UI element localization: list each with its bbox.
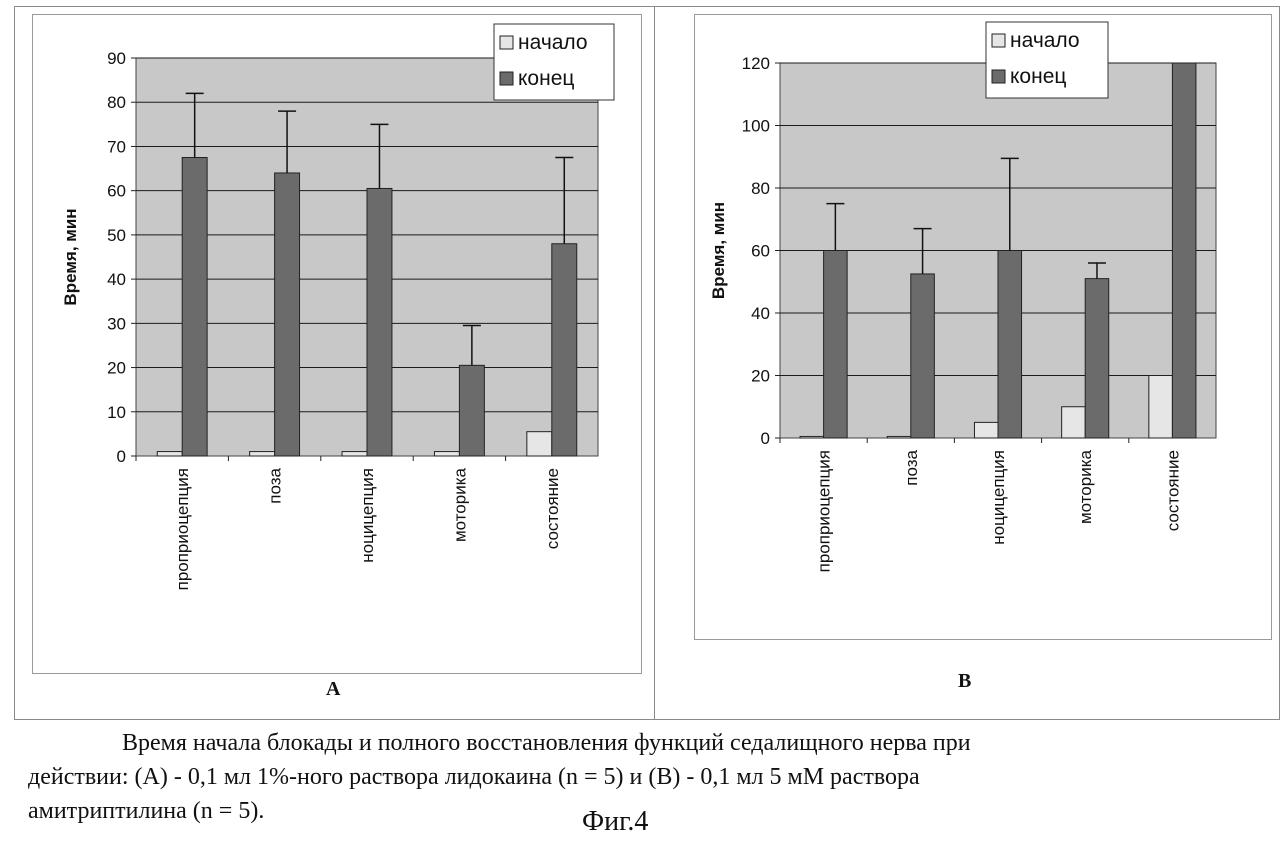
bar-konets: [459, 365, 484, 456]
y-tick-label: 80: [751, 179, 770, 198]
panel-label-a: A: [326, 678, 340, 701]
bar-konets: [911, 274, 935, 438]
x-tick-label: моторика: [1076, 449, 1095, 524]
x-tick-label: ноцицепция: [989, 450, 1008, 545]
y-tick-label: 90: [107, 49, 126, 68]
caption-line-2: действии: (А) - 0,1 мл 1%-ного раствора …: [28, 764, 920, 790]
y-tick-label: 0: [117, 447, 126, 466]
caption-line-1: Время начала блокады и полного восстанов…: [122, 730, 971, 756]
y-tick-label: 120: [742, 54, 770, 73]
y-tick-label: 70: [107, 137, 126, 156]
bar-nachalo: [1149, 376, 1173, 439]
chart-a-svg: 0 10 20 30 40 50 60 70 80 90 Время, мин проприоцепц…: [32, 14, 642, 674]
y-tick-label: 40: [751, 304, 770, 323]
legend-swatch: [992, 70, 1005, 83]
legend-swatch: [500, 72, 513, 85]
bar-konets: [998, 251, 1022, 439]
bar-nachalo: [250, 452, 275, 456]
y-axis-label: Время, мин: [709, 202, 728, 299]
panel-label-b: B: [958, 670, 971, 693]
figure-number: Фиг.4: [582, 806, 648, 838]
legend-swatch: [992, 34, 1005, 47]
bar-konets: [1085, 279, 1109, 438]
x-tick-label: проприоцепция: [173, 468, 192, 590]
bar-nachalo: [342, 452, 367, 456]
x-tick-label: проприоцепция: [815, 450, 834, 572]
bar-nachalo: [974, 422, 998, 438]
y-tick-label: 0: [761, 429, 770, 448]
bar-nachalo: [527, 432, 552, 456]
legend-label: конец: [1010, 65, 1066, 88]
x-tick-label: состояние: [543, 468, 562, 549]
chart-panel-a: 0 10 20 30 40 50 60 70 80 90 Время, мин проприоцепц…: [32, 14, 642, 674]
y-tick-label: 10: [107, 403, 126, 422]
x-tick-label: состояние: [1163, 450, 1182, 531]
legend-label: начало: [1010, 29, 1080, 52]
x-tick-label: моторика: [450, 467, 469, 542]
legend-swatch: [500, 36, 513, 49]
bar-konets: [275, 173, 300, 456]
legend-label: начало: [518, 31, 588, 54]
x-tick-label: поза: [902, 449, 921, 485]
bar-nachalo: [887, 436, 911, 438]
chart-panel-b: 0 20 40 60 80 100 120 Время, мин проприоцепция по…: [694, 14, 1272, 640]
y-axis-label: Время, мин: [61, 208, 80, 305]
legend-label: конец: [518, 67, 574, 90]
panel-divider: [654, 6, 655, 720]
y-tick-label: 80: [107, 93, 126, 112]
bar-konets: [367, 188, 392, 456]
y-tick-label: 20: [107, 359, 126, 378]
y-tick-label: 30: [107, 314, 126, 333]
x-tick-label: ноцицепция: [358, 468, 377, 563]
x-tick-label: поза: [266, 467, 285, 503]
y-tick-label: 100: [742, 117, 770, 136]
y-tick-label: 40: [107, 270, 126, 289]
bar-nachalo: [800, 436, 824, 438]
bar-konets: [182, 158, 207, 457]
bar-nachalo: [1062, 407, 1086, 438]
y-tick-label: 60: [107, 182, 126, 201]
caption-line-3: амитриптилина (n = 5).: [28, 798, 264, 824]
bar-konets: [824, 251, 848, 439]
bar-nachalo: [157, 452, 182, 456]
chart-b-svg: 0 20 40 60 80 100 120 Время, мин проприоцепция по…: [694, 14, 1272, 640]
bar-konets: [1172, 63, 1196, 438]
y-tick-label: 20: [751, 367, 770, 386]
y-tick-label: 60: [751, 242, 770, 261]
bar-konets: [552, 244, 577, 456]
bar-nachalo: [434, 452, 459, 456]
y-tick-label: 50: [107, 226, 126, 245]
